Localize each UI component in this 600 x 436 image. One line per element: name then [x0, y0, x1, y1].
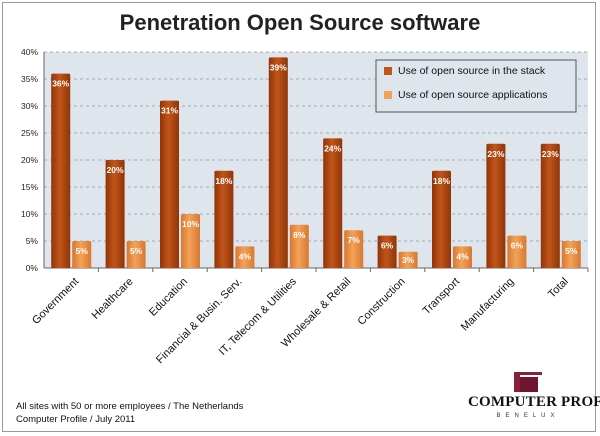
data-label: 18% — [215, 176, 232, 186]
data-label: 4% — [239, 251, 252, 261]
logo-subtitle: BENELUX — [496, 413, 560, 419]
y-tick-label: 35% — [21, 74, 38, 84]
y-tick-label: 20% — [21, 155, 38, 165]
legend: Use of open source in the stack Use of op… — [375, 59, 577, 113]
footnote-line-1: All sites with 50 or more employees / Th… — [16, 401, 244, 412]
bar — [377, 235, 397, 268]
bar — [323, 138, 343, 268]
bar — [561, 241, 581, 268]
data-label: 8% — [293, 230, 306, 240]
bar — [432, 170, 451, 268]
x-tick-label: Education — [147, 276, 190, 319]
legend-swatch — [384, 91, 392, 99]
bar — [235, 246, 255, 268]
bar — [344, 230, 364, 268]
x-tick-label: Construction — [356, 276, 408, 328]
data-label: 5% — [565, 246, 578, 256]
data-label: 36% — [52, 79, 69, 89]
bar — [268, 57, 288, 269]
bar — [289, 224, 309, 268]
y-tick-label: 15% — [21, 182, 38, 192]
bar — [160, 100, 179, 268]
logo-emblem-icon — [514, 372, 542, 392]
legend-label: Use of open source applications — [398, 89, 547, 101]
bar — [214, 170, 234, 268]
x-tick-label: Transport — [421, 276, 462, 317]
data-label: 10% — [182, 219, 199, 229]
legend-box — [375, 59, 577, 113]
data-label: 7% — [348, 235, 361, 245]
chart-frame — [2, 2, 596, 432]
bar — [105, 160, 125, 268]
footnote: All sites with 50 or more employees / Th… — [16, 400, 243, 426]
x-tick-label: Healthcare — [90, 276, 136, 322]
x-tick-label: Total — [546, 276, 571, 301]
y-tick-label: 0% — [26, 263, 39, 273]
data-label: 31% — [161, 106, 178, 116]
data-label: 39% — [270, 62, 287, 72]
data-label: 6% — [381, 241, 394, 251]
data-label: 23% — [487, 149, 504, 159]
data-label: 20% — [107, 165, 124, 175]
y-tick-label: 30% — [21, 101, 38, 111]
x-tick-label: Manufacturing — [459, 276, 517, 334]
data-label: 3% — [402, 255, 415, 265]
bar — [486, 143, 506, 268]
data-label: 6% — [511, 241, 524, 251]
legend-swatch — [384, 67, 392, 75]
bar — [453, 246, 472, 268]
bar — [540, 143, 560, 268]
footnote-line-2: Computer Profile / July 2011 — [16, 414, 136, 425]
legend-label: Use of open source in the stack — [398, 65, 546, 77]
data-label: 5% — [130, 246, 143, 256]
y-tick-label: 25% — [21, 128, 38, 138]
bar — [51, 73, 71, 268]
bar — [72, 241, 92, 268]
data-label: 24% — [324, 143, 341, 153]
data-label: 5% — [76, 246, 89, 256]
y-tick-label: 10% — [21, 209, 38, 219]
bar — [507, 235, 527, 268]
chart-title: Penetration Open Source software — [119, 10, 481, 35]
x-tick-label: Government — [30, 276, 81, 327]
data-label: 4% — [456, 251, 469, 261]
y-tick-label: 40% — [21, 47, 38, 57]
logo-name: COMPUTER PROFILE — [468, 394, 600, 410]
bar — [126, 241, 146, 268]
bar — [398, 251, 418, 268]
data-label: 23% — [542, 149, 559, 159]
bar — [181, 214, 200, 268]
company-logo: COMPUTER PROFILE BENELUX — [468, 366, 600, 426]
y-tick-label: 5% — [26, 236, 39, 246]
data-label: 18% — [433, 176, 450, 186]
